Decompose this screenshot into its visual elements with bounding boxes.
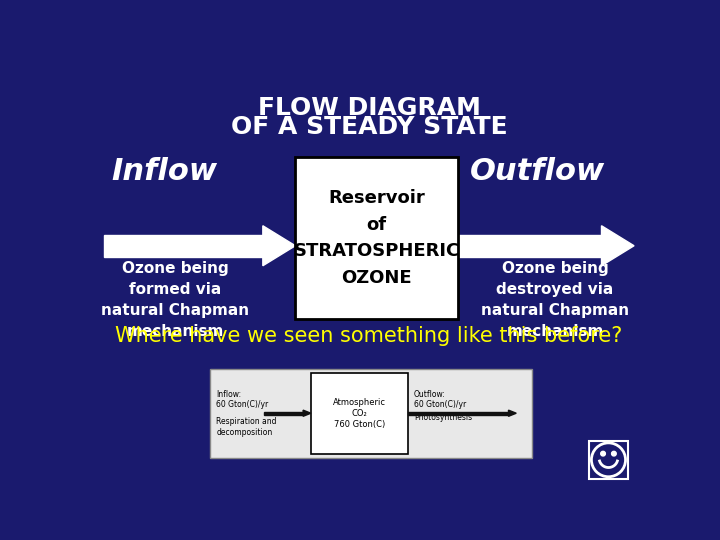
Text: Where have we seen something like this before?: Where have we seen something like this b… [115, 326, 623, 346]
Text: Respiration and
decomposition: Respiration and decomposition [216, 417, 276, 437]
Text: Ozone being
destroyed via
natural Chapman
mechanism: Ozone being destroyed via natural Chapma… [481, 261, 629, 339]
Text: Inflow:
60 Gton(C)/yr: Inflow: 60 Gton(C)/yr [216, 390, 269, 409]
Polygon shape [408, 411, 508, 415]
Circle shape [611, 451, 616, 456]
Text: Atmospheric
CO₂
760 Gton(C): Atmospheric CO₂ 760 Gton(C) [333, 397, 386, 429]
Text: Outflow:
60 Gton(C)/yr: Outflow: 60 Gton(C)/yr [414, 390, 467, 409]
Polygon shape [263, 226, 295, 266]
Polygon shape [303, 410, 311, 416]
Text: Reservoir
of
STRATOSPHERIC
OZONE: Reservoir of STRATOSPHERIC OZONE [294, 190, 460, 287]
FancyBboxPatch shape [295, 157, 458, 319]
Text: FLOW DIAGRAM: FLOW DIAGRAM [258, 96, 480, 119]
Text: Ozone being
formed via
natural Chapman
mechanism: Ozone being formed via natural Chapman m… [102, 261, 249, 339]
Polygon shape [601, 226, 634, 266]
Text: Inflow: Inflow [112, 157, 217, 186]
Text: Outflow: Outflow [469, 157, 605, 186]
Text: Photosynthesis: Photosynthesis [414, 413, 472, 422]
Polygon shape [264, 411, 303, 415]
FancyBboxPatch shape [311, 373, 408, 454]
Circle shape [600, 451, 606, 456]
Text: OF A STEADY STATE: OF A STEADY STATE [230, 115, 508, 139]
FancyBboxPatch shape [210, 369, 532, 457]
Polygon shape [104, 235, 263, 256]
Polygon shape [458, 235, 601, 256]
FancyBboxPatch shape [589, 441, 628, 479]
Polygon shape [508, 410, 516, 416]
